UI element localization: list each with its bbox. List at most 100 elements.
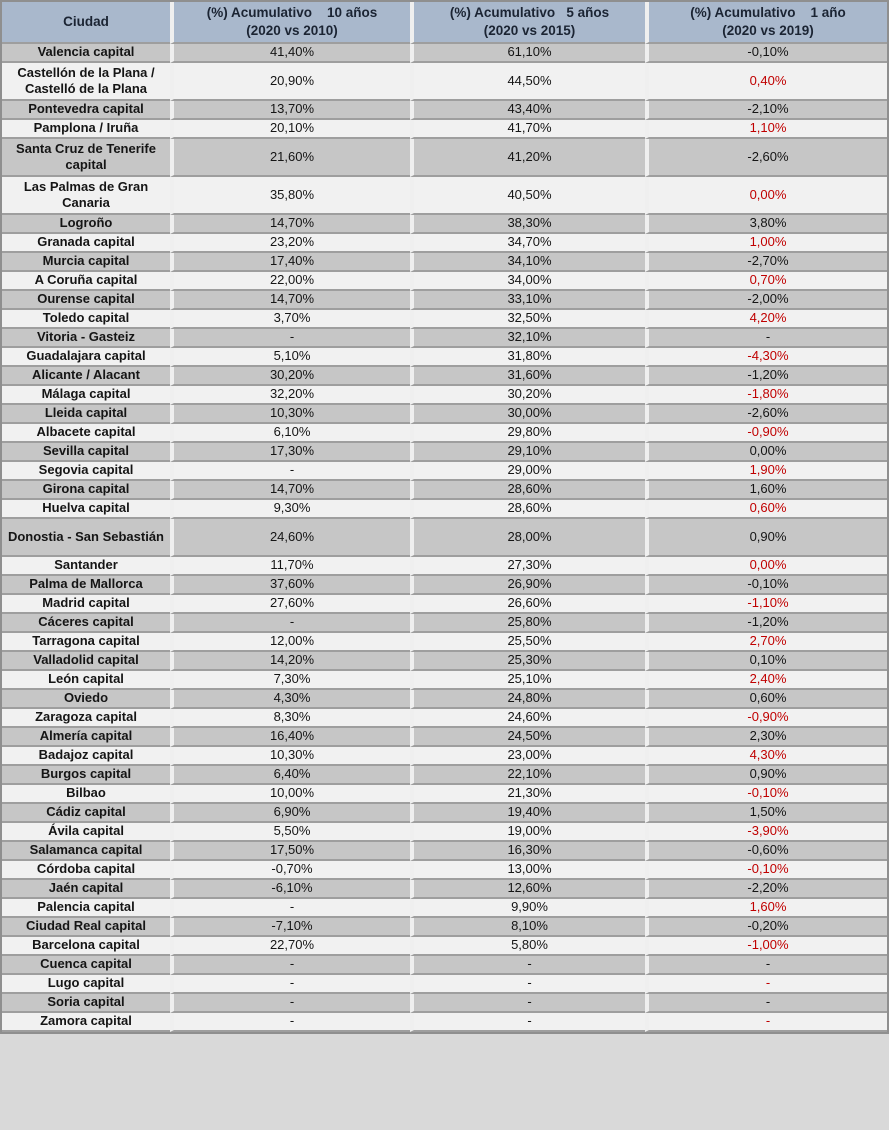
acc-5y-cell: 34,70%	[410, 234, 645, 253]
acc-10y-cell: 22,00%	[170, 272, 410, 291]
city-cell: Pontevedra capital	[2, 101, 170, 120]
table-body: Valencia capital 41,40% 61,10% -0,10% Castel…	[2, 44, 887, 1032]
table-row: Segovia capital -29,00% 1,90%	[2, 462, 887, 481]
table-row: Salamanca capital 17,50% 16,30% -0,60%	[2, 842, 887, 861]
acc-5y-cell: 12,60%	[410, 880, 645, 899]
acc-10y-cell: 35,80%	[170, 177, 410, 215]
acc-1y-cell: 1,60%	[645, 481, 887, 500]
acc-5y-cell: 9,90%	[410, 899, 645, 918]
acc-10y-cell: 21,60%	[170, 139, 410, 177]
acc-1y-cell: 0,70%	[645, 272, 887, 291]
acc-5y-cell: 28,00%	[410, 519, 645, 557]
acc-1y-cell: -2,60%	[645, 405, 887, 424]
acc-5y-cell: 24,80%	[410, 690, 645, 709]
acc-10y-cell: 14,70%	[170, 481, 410, 500]
city-cell: Pamplona / Iruña	[2, 120, 170, 139]
column-header-label: (%) Acumulativo 5 años	[449, 4, 610, 20]
city-cell: Granada capital	[2, 234, 170, 253]
acc-5y-cell: -	[410, 975, 645, 994]
column-header-5-anos: (%) Acumulativo 5 años (2020 vs 2015)	[410, 2, 645, 44]
table-row: Santander 11,70% 27,30% 0,00%	[2, 557, 887, 576]
header-row: Ciudad (%) Acumulativo 10 años (2020 vs …	[2, 2, 887, 44]
acc-10y-cell: 23,20%	[170, 234, 410, 253]
city-cell: Bilbao	[2, 785, 170, 804]
city-cell: Burgos capital	[2, 766, 170, 785]
table-row: Burgos capital 6,40% 22,10% 0,90%	[2, 766, 887, 785]
acc-1y-cell: 4,20%	[645, 310, 887, 329]
acc-1y-cell: 0,90%	[645, 766, 887, 785]
acc-1y-cell: 2,70%	[645, 633, 887, 652]
acc-1y-cell: -1,00%	[645, 937, 887, 956]
table-row: Zaragoza capital 8,30% 24,60% -0,90%	[2, 709, 887, 728]
acc-10y-cell: 37,60%	[170, 576, 410, 595]
acc-5y-cell: 32,50%	[410, 310, 645, 329]
acc-10y-cell: 8,30%	[170, 709, 410, 728]
acc-1y-cell: -1,20%	[645, 367, 887, 386]
acc-5y-cell: 28,60%	[410, 481, 645, 500]
city-cell: Oviedo	[2, 690, 170, 709]
acc-10y-cell: 6,90%	[170, 804, 410, 823]
acc-5y-cell: 41,20%	[410, 139, 645, 177]
table-row: Oviedo 4,30% 24,80% 0,60%	[2, 690, 887, 709]
city-cell: Logroño	[2, 215, 170, 234]
city-cell: Ávila capital	[2, 823, 170, 842]
table-row: Cuenca capital - - -	[2, 956, 887, 975]
acc-1y-cell: 0,60%	[645, 500, 887, 519]
table-row: Murcia capital 17,40% 34,10% -2,70%	[2, 253, 887, 272]
acc-1y-cell: -	[645, 329, 887, 348]
acc-10y-cell: -	[170, 614, 410, 633]
city-cell: Las Palmas de Gran Canaria	[2, 177, 170, 215]
acc-5y-cell: 32,10%	[410, 329, 645, 348]
column-header-label: (%) Acumulativo 10 años	[206, 4, 378, 20]
acc-5y-cell: 43,40%	[410, 101, 645, 120]
city-cell: León capital	[2, 671, 170, 690]
city-cell: Barcelona capital	[2, 937, 170, 956]
acc-1y-cell: 0,90%	[645, 519, 887, 557]
acc-1y-cell: -0,20%	[645, 918, 887, 937]
table-row: Barcelona capital 22,70% 5,80% -1,00%	[2, 937, 887, 956]
column-header-sublabel: (2020 vs 2010)	[246, 23, 338, 38]
acc-5y-cell: -	[410, 994, 645, 1013]
acc-10y-cell: 5,10%	[170, 348, 410, 367]
acc-1y-cell: -0,10%	[645, 785, 887, 804]
table-row: Málaga capital 32,20% 30,20% -1,80%	[2, 386, 887, 405]
city-cell: Córdoba capital	[2, 861, 170, 880]
city-cell: Valencia capital	[2, 44, 170, 63]
acc-5y-cell: 24,50%	[410, 728, 645, 747]
table-row: Valencia capital 41,40% 61,10% -0,10%	[2, 44, 887, 63]
acc-5y-cell: 30,00%	[410, 405, 645, 424]
table-row: Bilbao 10,00% 21,30% -0,10%	[2, 785, 887, 804]
acc-10y-cell: 3,70%	[170, 310, 410, 329]
acc-10y-cell: 41,40%	[170, 44, 410, 63]
column-header-sublabel: (2020 vs 2019)	[722, 23, 814, 38]
acc-5y-cell: 41,70%	[410, 120, 645, 139]
city-cell: Zaragoza capital	[2, 709, 170, 728]
city-cell: Salamanca capital	[2, 842, 170, 861]
acc-1y-cell: -1,20%	[645, 614, 887, 633]
acc-5y-cell: 22,10%	[410, 766, 645, 785]
table-row: Las Palmas de Gran Canaria 35,80% 40,50% 0,…	[2, 177, 887, 215]
table-row: Palma de Mallorca 37,60% 26,90% -0,10%	[2, 576, 887, 595]
acc-10y-cell: 20,10%	[170, 120, 410, 139]
acc-1y-cell: -2,70%	[645, 253, 887, 272]
acc-10y-cell: 24,60%	[170, 519, 410, 557]
table-row: Cádiz capital 6,90% 19,40% 1,50%	[2, 804, 887, 823]
city-cell: Cuenca capital	[2, 956, 170, 975]
acc-1y-cell: -	[645, 975, 887, 994]
city-cell: Madrid capital	[2, 595, 170, 614]
acc-5y-cell: 16,30%	[410, 842, 645, 861]
table-row: Madrid capital 27,60% 26,60% -1,10%	[2, 595, 887, 614]
city-cell: Murcia capital	[2, 253, 170, 272]
acc-1y-cell: 1,50%	[645, 804, 887, 823]
city-cell: Santander	[2, 557, 170, 576]
acc-5y-cell: 44,50%	[410, 63, 645, 101]
city-cell: Lleida capital	[2, 405, 170, 424]
acc-5y-cell: -	[410, 956, 645, 975]
city-cell: A Coruña capital	[2, 272, 170, 291]
column-header-label: Ciudad	[63, 13, 109, 29]
acc-5y-cell: 24,60%	[410, 709, 645, 728]
city-cell: Soria capital	[2, 994, 170, 1013]
city-price-table-container: Ciudad (%) Acumulativo 10 años (2020 vs …	[0, 0, 889, 1034]
acc-5y-cell: 21,30%	[410, 785, 645, 804]
acc-5y-cell: 25,50%	[410, 633, 645, 652]
